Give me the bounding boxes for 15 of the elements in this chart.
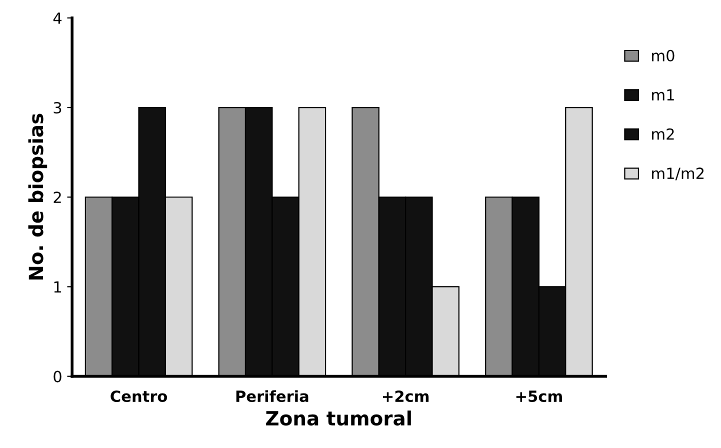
x-tick-label: +2cm [382,390,429,402]
y-tick-label: 2 [54,192,61,203]
x-axis-title: Zona tumoral [266,410,411,426]
y-tick-label: 4 [53,12,62,24]
legend-label: m1 [652,89,674,100]
x-tick-label: +5cm [516,390,562,402]
legend-label: m2 [652,128,674,140]
x-tick-label: Periferia [236,390,308,402]
x-tick-label: Centro [110,390,168,402]
legend-label: m0 [652,50,674,62]
y-axis-title: No. de biopsias [28,114,48,280]
y-tick-label: 0 [54,370,62,382]
y-tick-label: 1 [54,281,61,293]
legend-label: m1/m2 [652,168,704,180]
y-tick-label: 3 [54,102,62,114]
